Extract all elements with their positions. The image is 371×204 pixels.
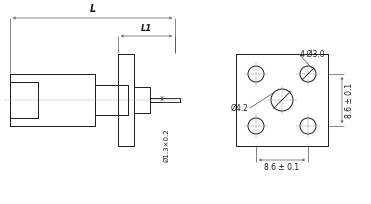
- Text: L: L: [89, 4, 96, 14]
- Text: L1: L1: [141, 24, 152, 33]
- Text: 8.6 ± 0.1: 8.6 ± 0.1: [345, 82, 354, 118]
- Text: 4-Ø3.0: 4-Ø3.0: [300, 50, 326, 59]
- Text: Ø1.3×0.2: Ø1.3×0.2: [164, 128, 170, 162]
- Text: 8.6 ± 0.1: 8.6 ± 0.1: [265, 163, 299, 172]
- Text: Ø4.2: Ø4.2: [231, 103, 249, 112]
